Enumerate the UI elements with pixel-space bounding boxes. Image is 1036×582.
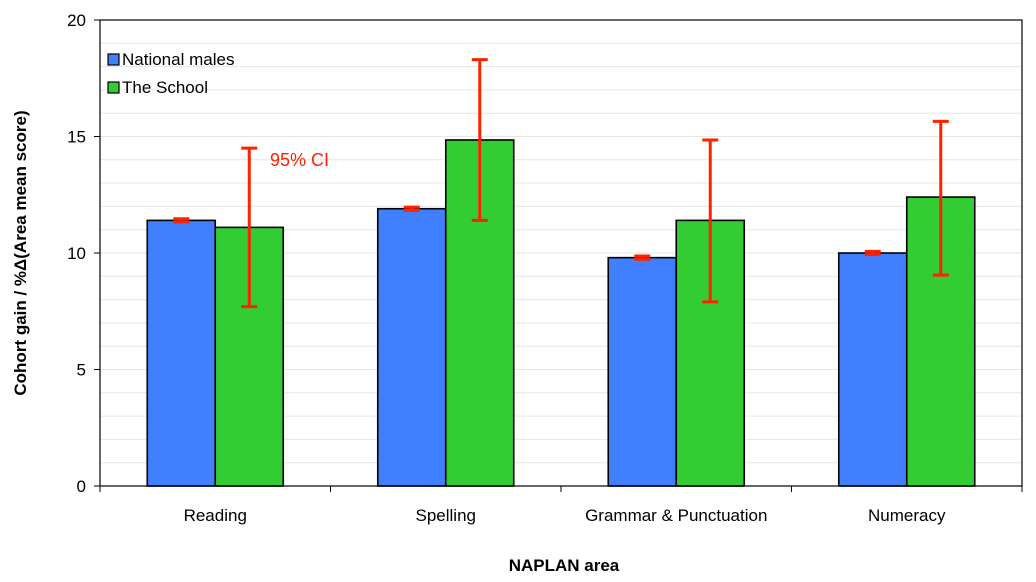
x-tick-label: Numeracy [868, 506, 946, 525]
y-tick-label: 0 [77, 477, 86, 496]
ci-annotation: 95% CI [270, 150, 329, 170]
x-tick-label: Spelling [416, 506, 477, 525]
x-axis-title: NAPLAN area [509, 556, 620, 575]
y-tick-label: 5 [77, 361, 86, 380]
legend-swatch [107, 81, 120, 94]
x-tick-label: Reading [184, 506, 247, 525]
bar [607, 256, 678, 487]
bars [146, 139, 976, 487]
x-tick-label: Grammar & Punctuation [585, 506, 767, 525]
tick-labels: 0 5 10 15 20 Reading Spelling Grammar & Punctua… [67, 11, 946, 525]
bar [376, 207, 447, 487]
legend-label: The School [122, 78, 208, 97]
y-tick-label: 15 [67, 128, 86, 147]
error-bars [173, 58, 949, 309]
axes [94, 19, 1023, 492]
bar [146, 219, 217, 487]
y-tick-label: 20 [67, 11, 86, 30]
legend-swatch [107, 53, 120, 66]
legend-label: National males [122, 50, 234, 69]
y-tick-label: 10 [67, 244, 86, 263]
y-axis-title: Cohort gain / %Δ(Area mean score) [11, 110, 30, 395]
legend: National males The School [107, 50, 234, 97]
bar [837, 252, 908, 487]
bar [905, 196, 976, 487]
